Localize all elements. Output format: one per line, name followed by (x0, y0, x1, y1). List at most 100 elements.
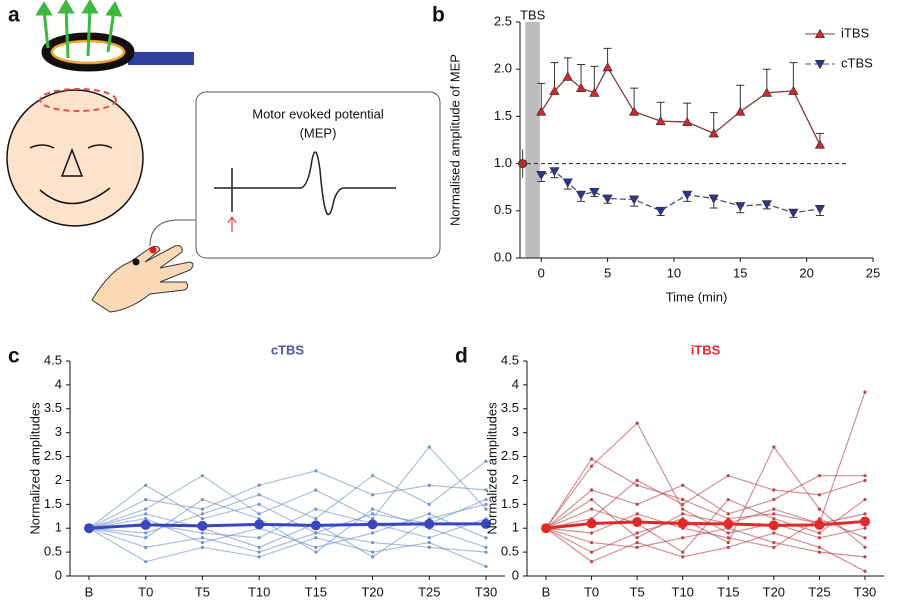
subject-point (257, 536, 261, 540)
subject-point (681, 497, 685, 502)
marker (788, 85, 799, 95)
mouth (39, 187, 111, 205)
marker (589, 87, 600, 97)
mean-point (367, 519, 378, 530)
subject-line (545, 422, 866, 539)
subject-point (314, 488, 318, 492)
marker (629, 106, 640, 116)
subject-point (635, 512, 639, 516)
electrode (132, 258, 140, 266)
connector (149, 219, 196, 247)
marker (761, 87, 772, 97)
subject-point (726, 536, 730, 540)
x-tick-label: T5 (630, 584, 645, 599)
marker (575, 190, 587, 200)
y-tick-label: 4 (55, 376, 62, 391)
marker (602, 194, 613, 204)
mean-line (545, 520, 866, 530)
y-tick-label: 2.5 (44, 448, 62, 463)
subject-point (681, 483, 685, 487)
y-tick-label: 0.0 (494, 249, 512, 264)
subject-line (88, 513, 487, 548)
subject-point (200, 536, 205, 540)
subject-line (88, 484, 487, 534)
subject-point (257, 545, 261, 549)
subject-point (144, 512, 148, 516)
marker (708, 194, 719, 204)
y-axis-label: Normalized amplitudes (484, 402, 499, 535)
x-tick-label: T30 (475, 584, 497, 599)
x-tick-label: T25 (808, 584, 830, 599)
subject-point (863, 536, 867, 540)
subject-point (200, 474, 205, 478)
hand (91, 245, 194, 313)
subject-point (681, 555, 685, 559)
subject-point (726, 545, 730, 549)
subject-point (863, 474, 867, 478)
subject-point (589, 531, 594, 535)
subject-point (257, 512, 261, 516)
subject-point (314, 545, 318, 549)
subject-point (144, 531, 148, 535)
subject-point (484, 536, 488, 540)
subject-point (817, 517, 822, 521)
subject-point (427, 445, 431, 449)
y-tick-label: 3.5 (44, 400, 62, 415)
subject-point (589, 497, 594, 502)
marker (788, 208, 799, 218)
subject-point (772, 540, 776, 545)
mean-point (541, 523, 551, 534)
nose (60, 147, 84, 177)
subject-point (200, 540, 205, 545)
marker (629, 195, 640, 205)
subject-point (772, 531, 776, 535)
marker (655, 206, 666, 217)
subject-point (635, 502, 639, 506)
subject-point (772, 445, 776, 449)
x-tick-label: T30 (854, 584, 876, 599)
x-axis-label: Time (min) (666, 289, 728, 304)
subject-point (484, 459, 488, 463)
subject-point (863, 390, 867, 394)
subject-point (772, 497, 776, 502)
subject-point (635, 421, 639, 425)
subject-point (200, 531, 205, 535)
subject-point (257, 502, 261, 506)
mean-point (254, 519, 265, 530)
marker (682, 190, 693, 200)
subject-point (681, 512, 685, 516)
y-axis-label: Normalized amplitudes (27, 402, 42, 535)
subject-point (772, 545, 776, 549)
x-tick-label: T15 (305, 584, 327, 599)
mean-point (310, 520, 321, 531)
subject-point (635, 531, 639, 535)
marker (735, 106, 746, 116)
subject-point (726, 540, 730, 545)
marker (682, 116, 693, 127)
y-tick-label: 1.5 (494, 108, 512, 123)
subject-point (589, 464, 594, 468)
x-tick-label: T0 (584, 584, 599, 599)
marker (536, 106, 547, 116)
mean-line (88, 522, 486, 530)
subject-point (863, 497, 867, 502)
subject-point (370, 474, 375, 478)
x-tick-label: T15 (717, 584, 739, 599)
subject-line (545, 391, 866, 529)
subject-point (200, 512, 205, 516)
subject-point (772, 488, 776, 492)
subject-point (589, 560, 594, 564)
subject-point (863, 512, 867, 516)
marker (589, 187, 600, 198)
subject-point (370, 531, 375, 535)
x-tick-label: T25 (418, 584, 440, 599)
subject-point (635, 483, 639, 487)
subject-point (772, 517, 776, 521)
subject-line (545, 475, 865, 529)
mean-point (814, 519, 825, 530)
subject-point (314, 517, 318, 521)
subject-point (726, 474, 730, 478)
panel-label: d (455, 345, 468, 368)
mean-point (140, 519, 151, 530)
subject-point (200, 497, 205, 502)
